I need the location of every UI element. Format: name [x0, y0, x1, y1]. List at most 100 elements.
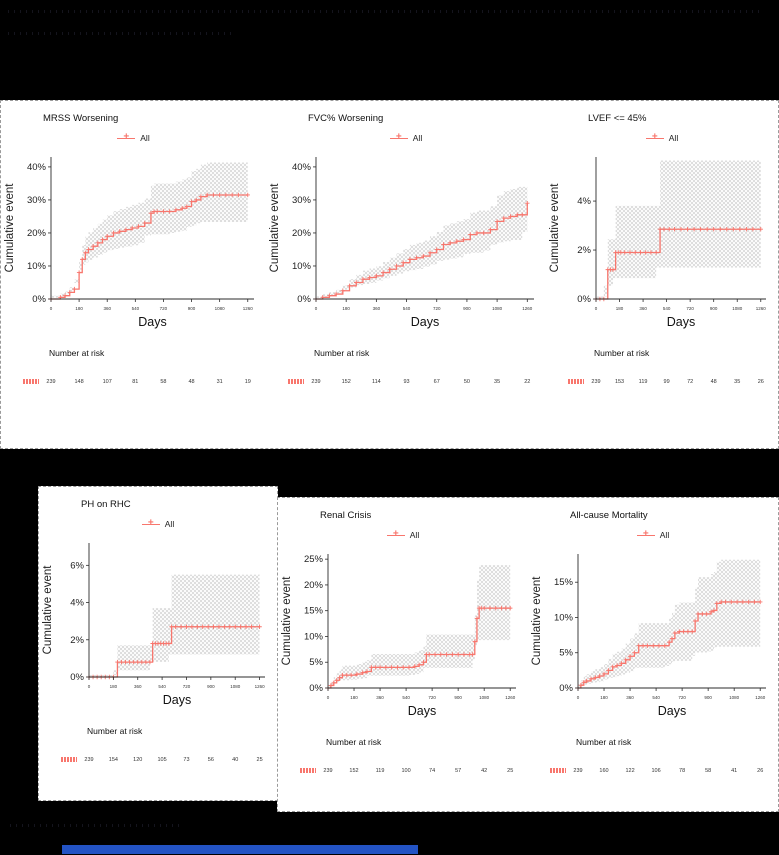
svg-text:1080: 1080: [215, 306, 226, 311]
risk-count: 114: [371, 379, 381, 385]
svg-text:Cumulative event: Cumulative event: [4, 183, 16, 273]
risk-count: 154: [108, 757, 118, 763]
svg-text:6%: 6%: [70, 560, 84, 571]
risk-group-marker-icon: [568, 379, 584, 384]
risk-count: 35: [734, 379, 741, 385]
risk-count: 105: [157, 757, 167, 763]
illegible-footer-line: [10, 824, 182, 827]
figure-region-bottom-right[interactable]: Renal Crisis + All 0% 5% 10% 15% 20% 25% 0 180 3…: [277, 497, 779, 812]
risk-count: 153: [614, 379, 625, 385]
svg-text:10%: 10%: [292, 261, 312, 272]
number-at-risk-label: Number at risk: [326, 737, 382, 747]
legend-label: All: [140, 133, 150, 143]
risk-count: 119: [638, 379, 648, 385]
legend-line-marker-icon: +: [117, 132, 136, 143]
risk-count-row: 239 148 107 81 58 48 31 19: [1, 369, 266, 399]
svg-text:900: 900: [188, 306, 196, 311]
svg-text:1080: 1080: [479, 695, 490, 700]
svg-text:1260: 1260: [243, 306, 254, 311]
legend: + All: [1, 127, 266, 149]
svg-text:Days: Days: [408, 704, 436, 718]
figure-region-bottom-left[interactable]: PH on RHC + All 0% 2% 4% 6% 0 180 360 540 720 900…: [38, 486, 278, 801]
svg-text:Cumulative event: Cumulative event: [549, 183, 561, 273]
legend: + All: [266, 127, 546, 149]
svg-text:0: 0: [577, 695, 580, 700]
legend-line-marker-icon: +: [141, 518, 160, 529]
legend-line-marker-icon: +: [389, 132, 408, 143]
svg-text:4%: 4%: [577, 196, 591, 207]
risk-count: 93: [403, 379, 410, 385]
svg-text:Cumulative event: Cumulative event: [531, 576, 543, 666]
legend: + All: [528, 524, 778, 546]
risk-count: 100: [401, 768, 411, 774]
number-at-risk-label: Number at risk: [576, 737, 632, 747]
risk-count: 25: [507, 768, 514, 774]
risk-count: 58: [160, 379, 167, 385]
legend-line-marker-icon: +: [636, 529, 655, 540]
svg-text:20%: 20%: [27, 228, 47, 239]
svg-text:0: 0: [50, 306, 53, 311]
risk-count: 106: [651, 768, 661, 774]
svg-text:540: 540: [402, 695, 410, 700]
illegible-caption-line-2: [8, 32, 233, 35]
risk-count: 35: [494, 379, 501, 385]
number-at-risk-label: Number at risk: [314, 348, 370, 358]
svg-text:15%: 15%: [554, 577, 574, 588]
chart-title: PH on RHC: [81, 499, 131, 510]
svg-text:360: 360: [134, 684, 142, 689]
svg-text:540: 540: [663, 306, 671, 311]
svg-text:360: 360: [103, 306, 111, 311]
svg-text:540: 540: [403, 306, 411, 311]
svg-text:Cumulative event: Cumulative event: [269, 183, 281, 273]
svg-text:540: 540: [652, 695, 660, 700]
risk-count: 48: [710, 379, 717, 385]
svg-text:180: 180: [600, 695, 608, 700]
svg-text:0%: 0%: [32, 294, 46, 305]
svg-text:540: 540: [158, 684, 166, 689]
svg-text:Cumulative event: Cumulative event: [281, 576, 293, 666]
svg-text:360: 360: [373, 306, 381, 311]
svg-text:Days: Days: [138, 315, 166, 329]
svg-text:4%: 4%: [70, 598, 84, 609]
risk-count-row: 239 152 114 93 67 50 35 22: [266, 369, 546, 399]
svg-text:Cumulative event: Cumulative event: [42, 565, 54, 655]
svg-text:720: 720: [183, 684, 191, 689]
svg-text:5%: 5%: [309, 657, 323, 668]
svg-text:0%: 0%: [577, 294, 591, 305]
chart-title: Renal Crisis: [320, 510, 372, 521]
svg-text:720: 720: [160, 306, 168, 311]
legend-label: All: [164, 519, 175, 529]
svg-text:20%: 20%: [304, 580, 324, 591]
chart-title: FVC% Worsening: [308, 113, 384, 124]
svg-text:2%: 2%: [70, 635, 84, 646]
risk-count: 81: [132, 379, 139, 385]
svg-text:0: 0: [595, 306, 598, 311]
risk-count: 239: [311, 379, 321, 385]
risk-count: 99: [663, 379, 670, 385]
svg-text:900: 900: [207, 684, 215, 689]
figure-region-top[interactable]: MRSS Worsening + All 0% 10% 20% 30% 40% 0 180 3…: [0, 100, 779, 449]
svg-text:10%: 10%: [554, 612, 574, 623]
risk-group-marker-icon: [23, 379, 39, 384]
chart-title: All-cause Mortality: [570, 510, 648, 521]
km-plot-renal: 0% 5% 10% 15% 20% 25% 0 180 360 540 720 900 1080 1260…: [281, 554, 516, 718]
svg-text:1260: 1260: [255, 684, 266, 689]
risk-count: 74: [429, 768, 436, 774]
risk-count-row: 239 152 119 100 74 57 42 25: [278, 758, 528, 788]
svg-text:1080: 1080: [729, 695, 740, 700]
svg-text:180: 180: [110, 684, 118, 689]
number-at-risk-label: Number at risk: [87, 726, 143, 736]
risk-count: 56: [207, 757, 214, 763]
legend: + All: [278, 524, 528, 546]
svg-text:180: 180: [616, 306, 624, 311]
risk-group-marker-icon: [61, 757, 77, 762]
svg-text:900: 900: [463, 306, 471, 311]
km-plot-ph: 0% 2% 4% 6% 0 180 360 540 720 900 1080 1260 Days Cumu…: [42, 543, 266, 707]
svg-text:1260: 1260: [505, 695, 516, 700]
svg-text:15%: 15%: [304, 606, 324, 617]
risk-count: 25: [256, 757, 263, 763]
svg-text:0%: 0%: [297, 294, 311, 305]
svg-text:180: 180: [342, 306, 350, 311]
legend: + All: [39, 513, 277, 535]
svg-text:1080: 1080: [230, 684, 241, 689]
